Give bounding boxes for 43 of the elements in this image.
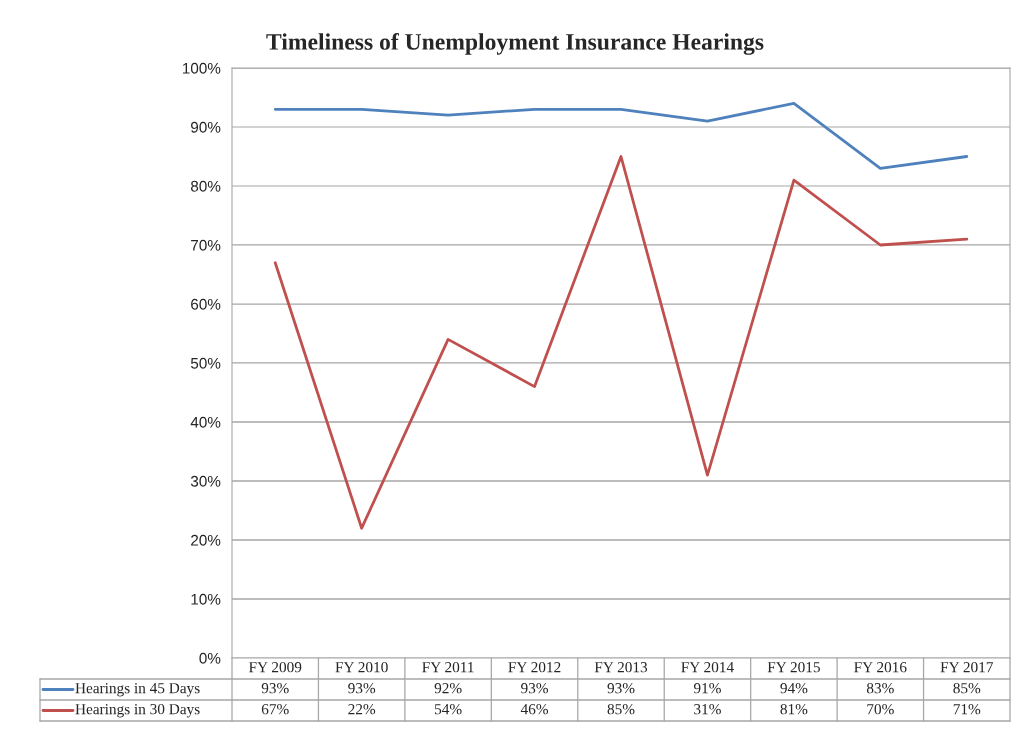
data-label: 71% bbox=[953, 704, 981, 715]
x-tick-label: FY 2011 bbox=[422, 662, 474, 673]
x-tick-label: FY 2013 bbox=[594, 662, 648, 673]
y-tick-label: 100% bbox=[182, 62, 221, 74]
data-label: 81% bbox=[780, 704, 808, 715]
data-label: 46% bbox=[520, 704, 549, 715]
data-label: 94% bbox=[780, 683, 808, 694]
y-tick-label: 50% bbox=[190, 357, 221, 369]
data-label: 93% bbox=[521, 683, 549, 694]
x-tick-label: FY 2009 bbox=[249, 662, 302, 673]
legend-label: Hearings in 30 Days bbox=[75, 703, 200, 718]
data-label: 93% bbox=[261, 683, 289, 694]
data-label: 22% bbox=[348, 704, 376, 715]
y-tick-label: 80% bbox=[190, 180, 221, 192]
x-tick-label: FY 2015 bbox=[767, 662, 820, 673]
x-tick-label: FY 2012 bbox=[508, 662, 561, 673]
line-series bbox=[273, 102, 969, 170]
data-label: 85% bbox=[953, 683, 981, 694]
y-tick-label: 20% bbox=[191, 534, 221, 546]
x-tick-label: FY 2014 bbox=[681, 662, 734, 673]
y-tick-label: 90% bbox=[191, 121, 221, 133]
chart-title: Timeliness of Unemployment Insurance Hearings bbox=[266, 33, 764, 55]
line-series bbox=[273, 155, 969, 530]
y-tick-label: 60% bbox=[191, 298, 221, 310]
data-label: 54% bbox=[435, 704, 462, 715]
data-label: 67% bbox=[261, 704, 289, 715]
data-label: 85% bbox=[607, 704, 635, 715]
y-tick-label: 40% bbox=[190, 416, 221, 428]
x-tick-label: FY 2010 bbox=[335, 662, 388, 673]
legend-label: Hearings in 45 Days bbox=[75, 683, 200, 697]
y-tick-label: 10% bbox=[191, 593, 221, 605]
data-label: 92% bbox=[434, 683, 462, 694]
data-label: 31% bbox=[694, 704, 721, 715]
data-label: 93% bbox=[607, 683, 635, 694]
y-tick-label: 0% bbox=[199, 652, 221, 664]
x-tick-label: FY 2017 bbox=[940, 662, 993, 673]
x-tick-label: FY 2016 bbox=[854, 662, 907, 673]
data-label: 70% bbox=[867, 704, 894, 715]
y-tick-label: 30% bbox=[190, 475, 221, 487]
y-tick-label: 70% bbox=[191, 239, 221, 251]
data-label: 93% bbox=[348, 683, 376, 694]
data-label: 83% bbox=[866, 683, 894, 694]
data-label: 91% bbox=[693, 683, 721, 694]
